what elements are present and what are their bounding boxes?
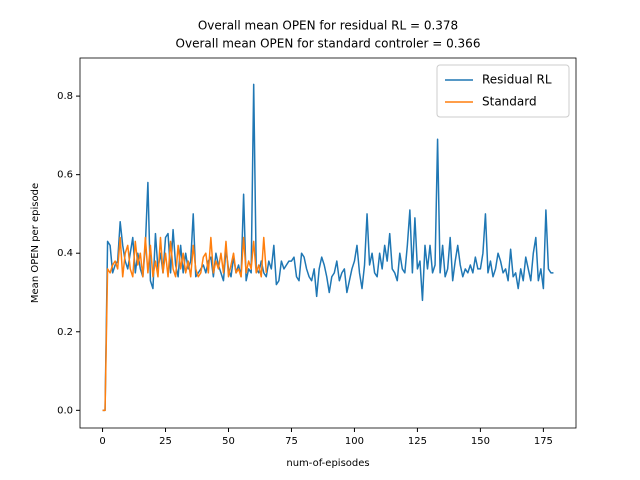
legend-label: Residual RL bbox=[482, 73, 552, 87]
legend-box bbox=[436, 64, 570, 118]
legend-label: Standard bbox=[482, 95, 537, 109]
series-line bbox=[102, 236, 268, 412]
x-tick-label: 125 bbox=[408, 436, 427, 447]
x-tick-label: 100 bbox=[345, 436, 364, 447]
series-line bbox=[102, 83, 554, 412]
x-tick-label: 150 bbox=[471, 436, 490, 447]
x-tick-label: 50 bbox=[222, 436, 235, 447]
y-tick-label: 0.8 bbox=[57, 91, 73, 102]
y-tick-label: 0.4 bbox=[57, 248, 73, 259]
y-tick-label: 0.2 bbox=[57, 327, 73, 338]
y-axis-label: Mean OPEN per episode bbox=[30, 183, 41, 303]
x-axis-label: num-of-episodes bbox=[286, 458, 369, 469]
y-tick-label: 0.6 bbox=[57, 170, 73, 181]
y-tick-label: 0.0 bbox=[57, 405, 73, 416]
chart-title: Overall mean OPEN for residual RL = 0.37… bbox=[198, 19, 458, 33]
plot-frame bbox=[79, 57, 577, 429]
chart-subtitle: Overall mean OPEN for standard controler… bbox=[176, 37, 481, 51]
x-tick-label: 25 bbox=[159, 436, 172, 447]
x-tick-label: 0 bbox=[99, 436, 105, 447]
x-tick-label: 75 bbox=[285, 436, 298, 447]
x-tick-label: 175 bbox=[534, 436, 553, 447]
